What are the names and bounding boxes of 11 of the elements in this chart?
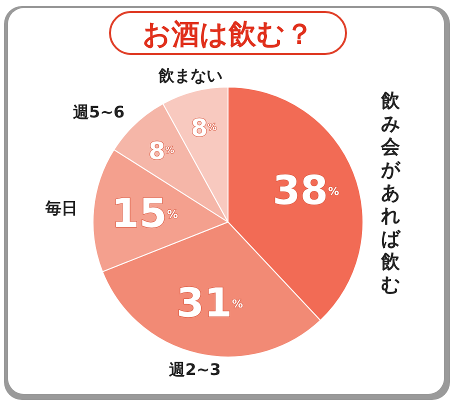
slice-label: 飲まない (157, 66, 222, 86)
slice-label: 週5~6 (72, 102, 125, 122)
data-label: 38% (272, 168, 340, 214)
slice-label: 毎日 (44, 198, 78, 218)
chart-title: お酒は飲む？ (142, 18, 314, 50)
slice-label: 週2~3 (168, 360, 221, 379)
data-label: 8% (190, 114, 217, 142)
data-label: 31% (176, 280, 244, 327)
data-label: 15% (111, 191, 178, 238)
data-label: 8% (148, 137, 174, 166)
category-label: 飲み会があれば飲む (380, 90, 400, 296)
